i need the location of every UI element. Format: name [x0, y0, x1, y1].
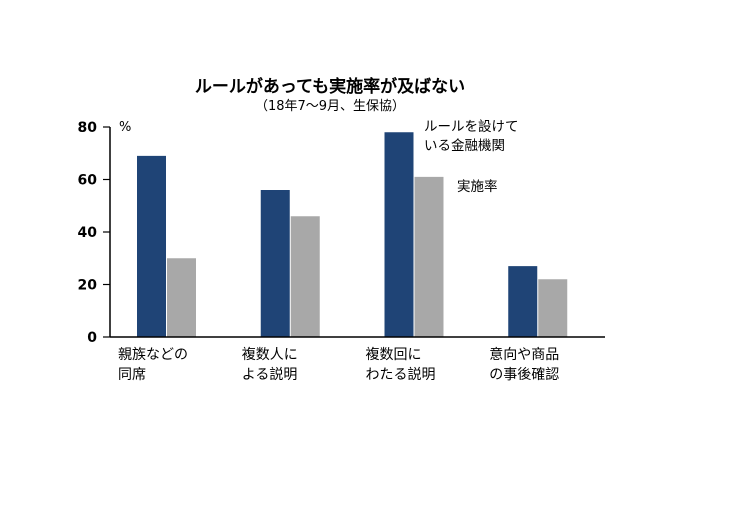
category-label-2-line-1: 複数人に	[242, 346, 298, 363]
bar-rule-2	[260, 190, 290, 337]
category-label-4-line-2: の事後確認	[489, 367, 559, 383]
bars	[137, 132, 568, 337]
bar-rule-1	[137, 155, 166, 337]
y-unit-label: %	[119, 120, 131, 135]
bar-implementation-2	[290, 216, 320, 337]
y-tick-label: 60	[78, 173, 98, 189]
bar-implementation-4	[538, 279, 568, 337]
bar-implementation-1	[167, 258, 196, 337]
bar-rule-4	[508, 266, 538, 337]
y-tick-label: 0	[87, 330, 97, 346]
y-tick-label: 20	[78, 278, 98, 294]
bar-implementation-3	[414, 176, 444, 337]
chart-title: ルールがあっても実施率が及ばない	[195, 76, 465, 97]
legend-label-implementation-line-1: 実施率	[457, 178, 498, 195]
chart-subtitle: （18年7～9月、生保協）	[255, 99, 405, 114]
y-tick-label: 80	[78, 120, 98, 136]
category-label-4-line-1: 意向や商品	[489, 346, 559, 363]
category-label-1-line-1: 親族などの	[118, 347, 188, 363]
bar-rule-3	[384, 132, 414, 337]
y-tick-label: 40	[78, 225, 98, 241]
y-axis: 0 20 40 60 80	[78, 120, 111, 346]
legend-label-rule-line-1: ルールを設けて	[424, 119, 519, 135]
legend-label-rule-line-2: いる金融機関	[424, 138, 505, 154]
category-label-1-line-2: 同席	[118, 367, 146, 383]
category-label-3-line-1: 複数回に	[366, 346, 422, 363]
category-label-2-line-2: よる説明	[242, 367, 298, 383]
category-label-3-line-2: わたる説明	[366, 367, 436, 383]
